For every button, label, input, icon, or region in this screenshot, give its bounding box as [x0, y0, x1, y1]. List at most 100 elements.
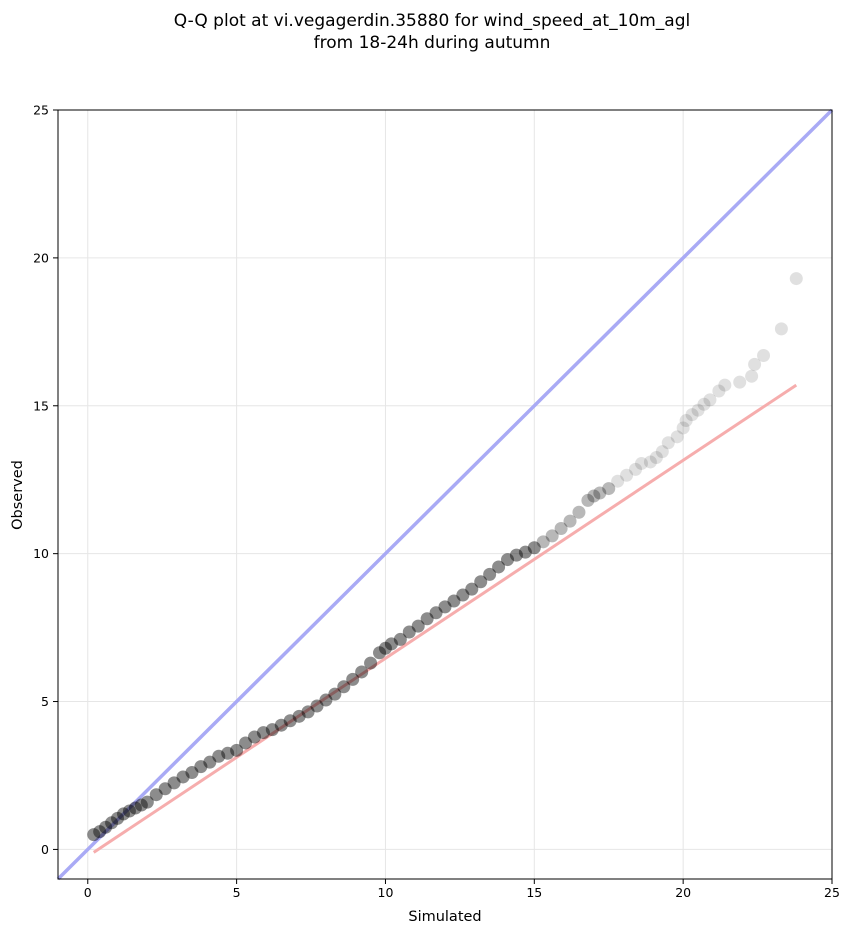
x-tick-label-10: 10 [378, 885, 394, 900]
data-point [265, 723, 279, 737]
fit-line [92, 383, 798, 854]
data-point [230, 743, 244, 757]
data-point [718, 378, 732, 392]
data-point [247, 730, 261, 744]
y-tick-label-0: 0 [41, 842, 49, 857]
data-point [176, 770, 190, 784]
y-tick-label-5: 5 [41, 694, 49, 709]
data-point [328, 687, 342, 701]
data-point [661, 436, 675, 450]
data-point [789, 272, 803, 286]
data-point [128, 801, 142, 815]
data-point [629, 462, 643, 476]
data-point [420, 612, 434, 626]
x-tick-label-0: 0 [84, 885, 92, 900]
data-point [411, 619, 425, 633]
y-axis-label: Observed [10, 460, 26, 530]
data-point [536, 535, 550, 549]
data-point [167, 776, 181, 790]
data-point [355, 665, 369, 679]
chart-title-line-2: from 18-24h during autumn [314, 33, 551, 53]
data-point [456, 588, 470, 602]
x-tick-label-5: 5 [233, 885, 241, 900]
data-point [465, 582, 479, 596]
data-point [593, 486, 607, 500]
data-point [611, 474, 625, 488]
data-point [393, 632, 407, 646]
data-point [292, 709, 306, 723]
data-point [572, 505, 586, 519]
data-point [122, 804, 136, 818]
data-point [87, 828, 101, 842]
data-point [492, 560, 506, 574]
data-point [283, 714, 297, 728]
data-point [676, 421, 690, 435]
data-point [373, 646, 387, 660]
data-point [620, 468, 634, 482]
data-point [378, 641, 392, 655]
y-tick-label-10: 10 [33, 546, 49, 561]
data-points [87, 272, 803, 842]
data-point [346, 672, 360, 686]
data-point [581, 493, 595, 507]
data-point [545, 529, 559, 543]
data-point [554, 522, 568, 536]
data-point [518, 545, 532, 559]
data-point [649, 451, 663, 465]
data-point [733, 375, 747, 389]
data-point [402, 625, 416, 639]
data-point [256, 726, 270, 740]
data-point [337, 680, 351, 694]
data-point [712, 384, 726, 398]
data-point [93, 825, 107, 839]
data-point [679, 414, 693, 428]
data-point [438, 600, 452, 614]
data-point [99, 820, 113, 834]
data-point [748, 357, 762, 371]
plot-frame [57, 109, 833, 880]
data-point [116, 807, 130, 821]
data-point [703, 393, 717, 407]
data-point [185, 766, 199, 780]
y-tick-label-25: 25 [33, 103, 49, 118]
data-point [602, 482, 616, 496]
data-point [149, 788, 163, 802]
data-point [587, 489, 601, 503]
axis-ticks: 0 5 10 15 20 25 0 5 10 15 20 25 [33, 103, 840, 901]
data-point [634, 456, 648, 470]
data-point [501, 553, 515, 567]
data-point [483, 567, 497, 581]
data-point [447, 594, 461, 608]
data-point [301, 705, 315, 719]
data-point [643, 455, 657, 469]
x-axis-label: Simulated [408, 909, 481, 925]
data-point [212, 749, 226, 763]
data-point [757, 348, 771, 362]
data-point [745, 369, 759, 383]
data-point [364, 656, 378, 670]
data-point [134, 798, 148, 812]
data-point [429, 606, 443, 620]
data-point [774, 322, 788, 336]
data-point [509, 548, 523, 562]
data-point [697, 397, 711, 411]
chart-title-line-1: Q-Q plot at vi.vegagerdin.35880 for wind… [174, 11, 690, 31]
identity-line [56, 108, 834, 881]
data-point [158, 782, 172, 796]
data-point [384, 637, 398, 651]
y-tick-label-15: 15 [33, 398, 49, 413]
x-tick-label-25: 25 [824, 885, 840, 900]
data-point [474, 575, 488, 589]
data-point [203, 755, 217, 769]
data-point [274, 718, 288, 732]
data-point [319, 693, 333, 707]
data-point [140, 795, 154, 809]
data-point [105, 816, 119, 830]
data-point [563, 514, 577, 528]
x-tick-label-15: 15 [526, 885, 542, 900]
data-point [239, 736, 253, 750]
data-point [194, 760, 208, 774]
reference-lines [56, 108, 834, 881]
x-tick-label-20: 20 [675, 885, 691, 900]
